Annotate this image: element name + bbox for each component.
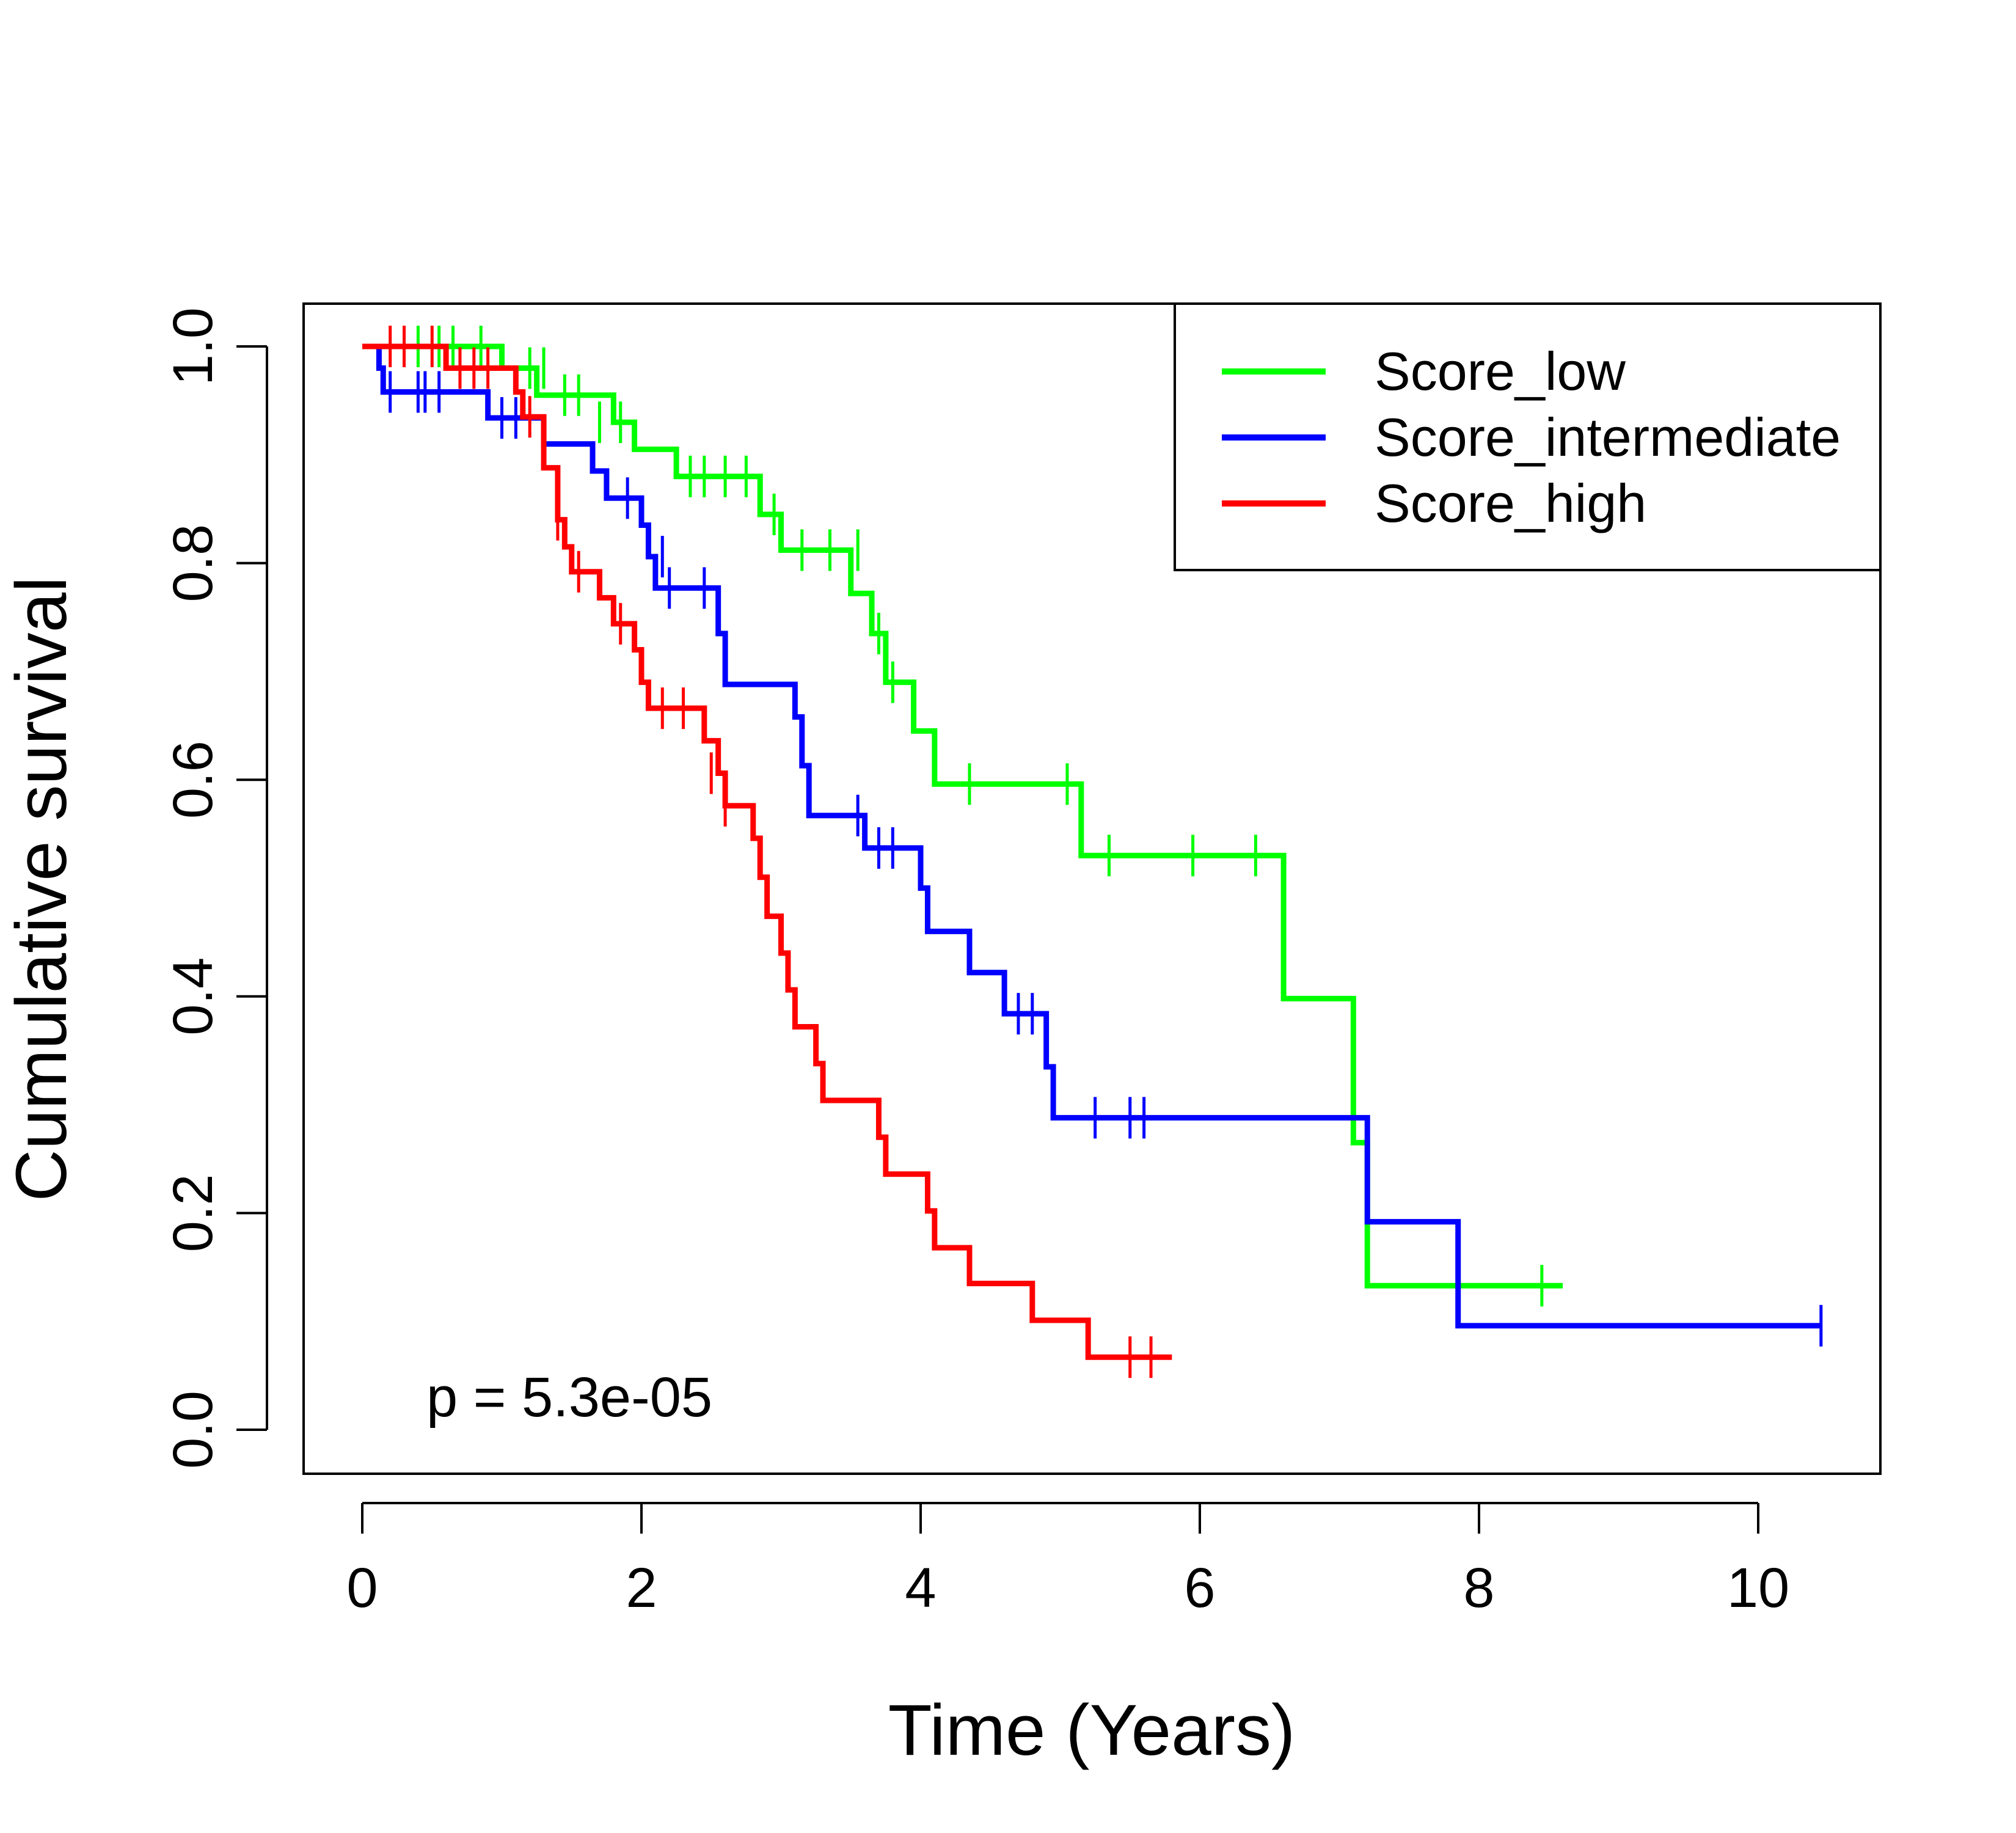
- legend-label-score-intermediate: Score_intermediate: [1375, 407, 1841, 467]
- x-tick-label: 10: [1727, 1557, 1789, 1619]
- y-tick-label: 0.0: [162, 1391, 224, 1469]
- series-layer: [362, 326, 1823, 1378]
- x-tick-label: 2: [626, 1557, 657, 1619]
- y-tick-label: 0.8: [162, 524, 224, 602]
- y-axis: 0.0 0.2 0.4 0.6 0.8 1.0: [162, 307, 268, 1469]
- y-tick-label: 0.2: [162, 1174, 224, 1252]
- x-tick-label: 0: [346, 1557, 378, 1619]
- x-axis: 0 2 4 6 8 10: [346, 1502, 1789, 1619]
- series-line-score-low: [362, 343, 1563, 1289]
- y-tick-label: 1.0: [162, 307, 224, 386]
- y-tick-label: 0.6: [162, 741, 224, 819]
- x-tick-label: 6: [1184, 1557, 1215, 1619]
- y-axis-title: Cumulative survival: [1, 577, 82, 1202]
- x-tick-label: 8: [1463, 1557, 1494, 1619]
- p-value-annotation: p = 5.3e-05: [426, 1366, 712, 1429]
- y-tick-label: 0.4: [162, 957, 224, 1036]
- x-axis-title: Time (Years): [888, 1690, 1296, 1771]
- plot-frame: [302, 302, 1882, 1475]
- legend-label-score-high: Score_high: [1375, 473, 1646, 533]
- series-score-low: [362, 326, 1563, 1307]
- series-score-high: [362, 326, 1172, 1378]
- x-tick-label: 4: [905, 1557, 936, 1619]
- legend-label-score-low: Score_low: [1375, 341, 1626, 401]
